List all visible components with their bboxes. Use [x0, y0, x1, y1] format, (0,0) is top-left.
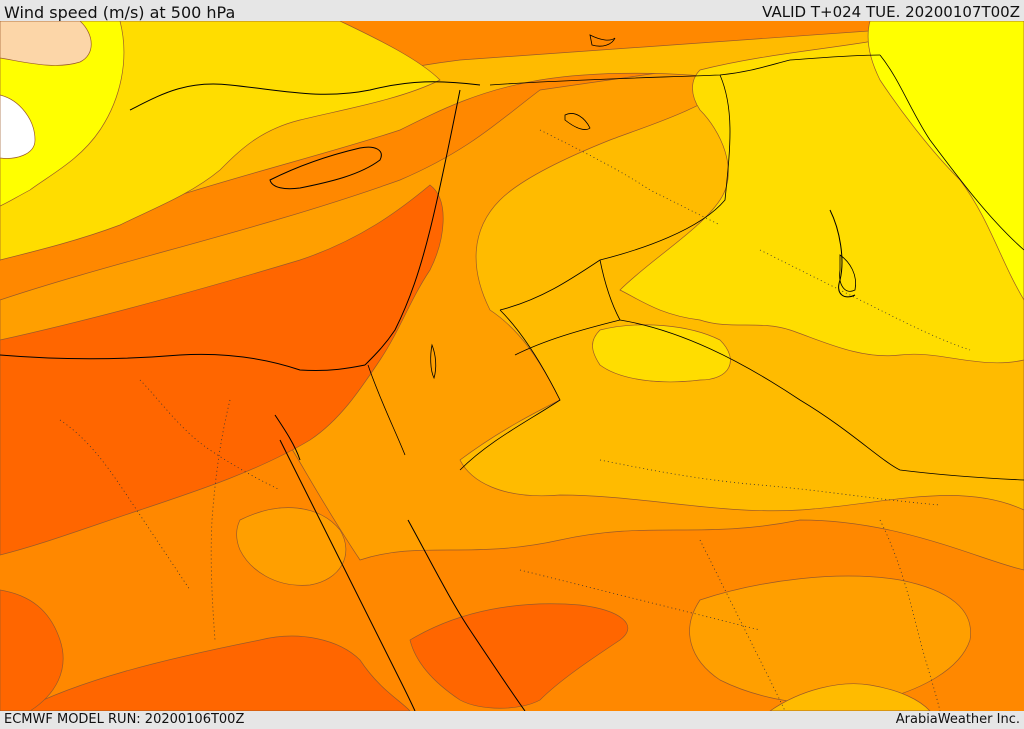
- regional-boundaries: [59, 129, 971, 711]
- dead-sea: [430, 343, 437, 380]
- field-light-yellow-nw: [0, 21, 125, 207]
- field-light-yellow-ne: [867, 21, 1024, 301]
- field-light-orange-sw: [236, 507, 347, 586]
- cyprus-outline: [269, 146, 382, 190]
- map-header: Wind speed (m/s) at 500 hPa VALID T+024 …: [0, 0, 1024, 22]
- borders: [367, 54, 1024, 481]
- gulf-of-suez: [274, 414, 301, 461]
- valid-time-label: VALID T+024 TUE. 20200107T00Z: [762, 3, 1020, 21]
- field-peach-nw: [0, 21, 92, 66]
- crete-outline: [589, 34, 616, 47]
- coastlines: [0, 81, 856, 711]
- field-white-nw: [0, 94, 36, 159]
- border-jordan-saudi: [459, 309, 561, 471]
- border-jordan-iraq: [514, 259, 621, 356]
- border-syria-turkey: [489, 54, 881, 86]
- map-footer: ECMWF MODEL RUN: 20200106T00Z ArabiaWeat…: [0, 711, 1024, 729]
- border-iraq-iran: [879, 54, 1024, 251]
- border-egypt-israel: [367, 364, 406, 456]
- levant-coast: [364, 89, 461, 366]
- model-run-label: ECMWF MODEL RUN: 20200106T00Z: [4, 712, 245, 727]
- egypt-north-coast: [0, 353, 366, 372]
- lake-tharthar: [839, 254, 857, 292]
- field-light-orange-south: [689, 575, 971, 705]
- turkey-coast: [129, 81, 481, 111]
- field-dark-orange-patch: [409, 603, 629, 709]
- border-iraq-west: [499, 74, 731, 311]
- field-dark-orange-west: [0, 589, 64, 711]
- map-canvas: [0, 21, 1024, 711]
- map-title: Wind speed (m/s) at 500 hPa: [4, 3, 236, 22]
- lake-assad: [564, 113, 591, 130]
- red-sea-east: [407, 519, 526, 711]
- border-saudi-iraq: [619, 319, 1024, 481]
- field-dark-orange-band: [0, 184, 444, 556]
- field-dark-orange-south: [19, 635, 411, 711]
- water-bodies: [430, 34, 857, 380]
- field-yellow-patch: [592, 324, 731, 383]
- credit-label: ArabiaWeather Inc.: [895, 712, 1020, 727]
- wind-speed-map[interactable]: [0, 21, 1024, 711]
- field-gold-southeast: [769, 683, 931, 711]
- red-sea-west: [279, 439, 416, 711]
